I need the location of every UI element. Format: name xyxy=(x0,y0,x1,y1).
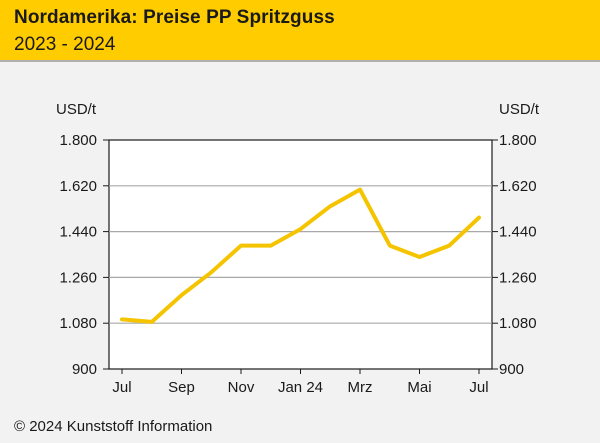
y-tick-label: 1.080 xyxy=(499,315,537,332)
y-tick-label: 1.260 xyxy=(499,269,537,286)
chart-subtitle: 2023 - 2024 xyxy=(14,34,116,55)
chart-title: Nordamerika: Preise PP Spritzguss xyxy=(14,7,335,28)
x-tick-label: Jul xyxy=(469,379,488,396)
plot-area xyxy=(108,139,493,370)
y-tick-label: 1.620 xyxy=(59,178,97,195)
y-axis-label-right: USD/t xyxy=(499,101,540,118)
y-tick-label: 1.440 xyxy=(499,224,537,241)
y-tick-label: 900 xyxy=(499,361,524,378)
x-tick-label: Jan 24 xyxy=(278,379,323,396)
y-axis-right: 900 1.080 1.260 1.440 1.620 1.800 xyxy=(492,132,537,378)
x-tick-label: Mai xyxy=(407,379,431,396)
y-tick-label: 1.080 xyxy=(59,315,97,332)
y-axis-left: 900 1.080 1.260 1.440 1.620 1.800 xyxy=(59,132,109,378)
x-axis: Jul Sep Nov Jan 24 Mrz Mai Jul xyxy=(112,369,489,396)
x-tick-label: Sep xyxy=(168,379,195,396)
x-tick-label: Mrz xyxy=(348,379,373,396)
y-tick-label: 1.800 xyxy=(59,132,97,149)
series-line xyxy=(120,187,481,324)
grid-lines xyxy=(109,185,492,324)
y-tick-label: 1.260 xyxy=(59,269,97,286)
y-tick-label: 1.620 xyxy=(499,178,537,195)
y-axis-label-left: USD/t xyxy=(56,101,97,118)
x-tick-label: Nov xyxy=(228,379,255,396)
y-tick-label: 1.440 xyxy=(59,224,97,241)
copyright-note: © 2024 Kunststoff Information xyxy=(14,418,213,435)
x-tick-label: Jul xyxy=(112,379,131,396)
y-tick-label: 1.800 xyxy=(499,132,537,149)
y-tick-label: 900 xyxy=(72,361,97,378)
header-banner: Nordamerika: Preise PP Spritzguss 2023 -… xyxy=(0,0,600,62)
